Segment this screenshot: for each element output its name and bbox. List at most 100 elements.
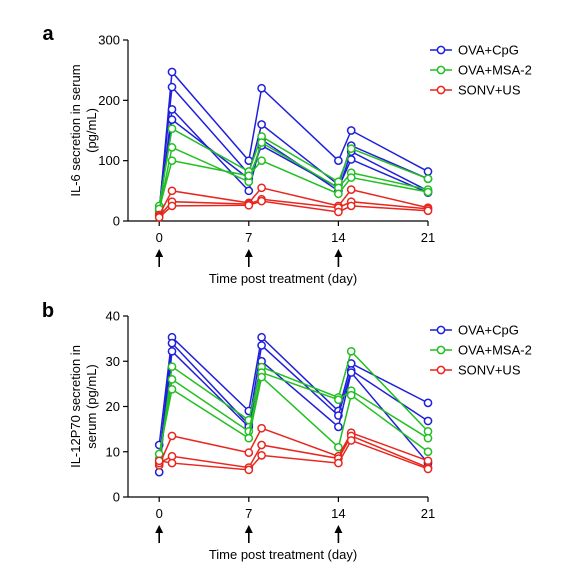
panel-a-x-axis-title: Time post treatment (day) bbox=[209, 271, 357, 286]
panel-a-series-line bbox=[158, 85, 429, 210]
panel-b-legend-label: OVA+CpG bbox=[458, 323, 519, 338]
panel-a-x-tick-label: 0 bbox=[156, 230, 163, 245]
panel-b-data-point bbox=[346, 436, 356, 445]
panel-b-data-point bbox=[167, 375, 177, 384]
panel-a-data-point bbox=[423, 187, 433, 197]
panel-b-series-line bbox=[159, 439, 429, 471]
panel-b-data-point bbox=[154, 456, 164, 466]
panel-a-y-tick-label: 0 bbox=[113, 214, 120, 229]
panel-a-data-point bbox=[423, 206, 433, 216]
panel-b-data-point bbox=[257, 440, 266, 450]
panel-a-data-point bbox=[257, 156, 266, 166]
panel-b-data-point bbox=[167, 431, 177, 441]
panel-a-data-point bbox=[167, 67, 177, 77]
panel-a-data-point bbox=[167, 186, 177, 196]
panel-a-data-point bbox=[167, 115, 177, 124]
panel-a-data-point bbox=[334, 189, 343, 199]
panel-b-data-point bbox=[257, 451, 266, 460]
panel-a-y-axis-title-line: (pg/mL) bbox=[84, 108, 99, 153]
panel-a-data-point bbox=[334, 207, 343, 217]
panel-b-y-tick-label: 10 bbox=[106, 444, 120, 459]
panel-a-data-point bbox=[167, 105, 177, 114]
panel-b-data-point bbox=[244, 433, 254, 443]
panel-b-legend-marker bbox=[436, 325, 446, 335]
panel-b-y-axis-title-line: IL-12P70 secretion in bbox=[68, 345, 83, 468]
panel-b-data-point bbox=[167, 346, 177, 356]
panel-b-y-axis-title-line: serum (pg/mL) bbox=[84, 364, 99, 449]
panel-a-legend-marker bbox=[436, 45, 446, 55]
panel-a-data-point bbox=[346, 173, 356, 182]
panel-a-data-point bbox=[423, 167, 433, 176]
panel-b-series-line bbox=[158, 335, 429, 446]
panel-b-legend-label: OVA+MSA-2 bbox=[458, 343, 532, 358]
panel-a-data-point bbox=[257, 83, 266, 93]
panel-a-x-tick-label: 7 bbox=[245, 230, 252, 245]
panel-a-legend-label: OVA+MSA-2 bbox=[458, 63, 532, 78]
panel-a-letter: a bbox=[42, 23, 54, 45]
panel-a-legend-label: SONV+US bbox=[458, 83, 521, 98]
panel-a-data-point bbox=[244, 171, 254, 181]
panel-a-data-point bbox=[167, 201, 177, 211]
panel-b-y-tick-label: 20 bbox=[106, 399, 120, 414]
panel-a-treatment-arrow-head bbox=[155, 249, 164, 257]
panel-b-data-point bbox=[334, 422, 343, 432]
panel-a-y-tick-label: 100 bbox=[98, 153, 120, 168]
panel-b-treatment-arrow-head bbox=[244, 525, 253, 533]
panel-b-y-tick-label: 30 bbox=[106, 354, 120, 369]
panel-a-data-point bbox=[334, 156, 343, 166]
panel-b-data-point bbox=[334, 458, 343, 468]
panel-b-data-point bbox=[346, 346, 356, 356]
panel-b-y-axis-title: IL-12P70 secretion in serum (pg/mL) bbox=[68, 345, 99, 468]
panel-a-series-line bbox=[158, 70, 429, 213]
panel-a-series-line bbox=[158, 141, 429, 212]
panel-a-data-point bbox=[167, 82, 177, 92]
panel-b-data-point bbox=[423, 416, 433, 426]
panel-b-data-point bbox=[167, 338, 177, 348]
panel-b-data-point bbox=[423, 464, 433, 474]
panel-a-treatment-arrow-head bbox=[334, 249, 343, 257]
panel-b-x-tick-label: 21 bbox=[421, 506, 435, 521]
panel-b-data-point bbox=[334, 442, 343, 452]
panel-a-legend-marker bbox=[436, 85, 446, 95]
panel-a-y-axis-title: IL-6 secretion in serum (pg/mL) bbox=[68, 64, 99, 196]
panel-a-legend-marker bbox=[436, 65, 446, 75]
panel-b-legend-marker bbox=[436, 365, 446, 375]
panel-a-data-point bbox=[257, 183, 266, 193]
panel-b-y-tick-label: 40 bbox=[106, 309, 120, 324]
panel-b-data-point bbox=[244, 448, 254, 458]
panel-b-x-tick-label: 14 bbox=[331, 506, 345, 521]
panel-b-data-point bbox=[244, 465, 254, 475]
panel-b-data-point bbox=[334, 395, 343, 405]
panel-a-data-point bbox=[167, 124, 177, 134]
panel-b-letter: b bbox=[42, 300, 54, 322]
panel-a-data-point bbox=[423, 174, 433, 184]
panel-b-data-point bbox=[423, 433, 433, 443]
panel-a-series-line bbox=[158, 159, 429, 210]
panel-b-x-tick-label: 0 bbox=[156, 506, 163, 521]
panel-a-data-point bbox=[257, 120, 266, 129]
panel-a-data-point bbox=[346, 144, 356, 153]
panel-a-data-point bbox=[244, 186, 254, 196]
panel-b-legend-label: SONV+US bbox=[458, 363, 521, 378]
panel-b-y-tick-label: 0 bbox=[113, 490, 120, 505]
panel-b-data-point bbox=[167, 458, 177, 468]
panel-b-legend-marker bbox=[436, 345, 446, 355]
panel-b-x-axis-title: Time post treatment (day) bbox=[209, 547, 357, 562]
panel-a-data-point bbox=[346, 126, 356, 135]
panel-b-data-point bbox=[346, 368, 356, 377]
panel-b-series-line bbox=[158, 341, 429, 461]
panel-a-data-point bbox=[244, 200, 254, 210]
panel-b-data-point bbox=[167, 362, 177, 372]
panel-b-data-point bbox=[167, 384, 177, 394]
panel-a-data-point bbox=[167, 143, 177, 152]
panel-a-treatment-arrow-head bbox=[244, 249, 253, 257]
panel-b-data-point bbox=[423, 447, 433, 457]
panel-b-data-point bbox=[257, 372, 266, 382]
panel-b-treatment-arrow-head bbox=[334, 525, 343, 533]
panel-a-x-tick-label: 21 bbox=[421, 230, 435, 245]
panel-a-y-tick-label: 200 bbox=[98, 93, 120, 108]
panel-a-data-point bbox=[257, 138, 266, 147]
panel-a-data-point bbox=[154, 213, 164, 222]
panel-b-data-point bbox=[346, 390, 356, 400]
